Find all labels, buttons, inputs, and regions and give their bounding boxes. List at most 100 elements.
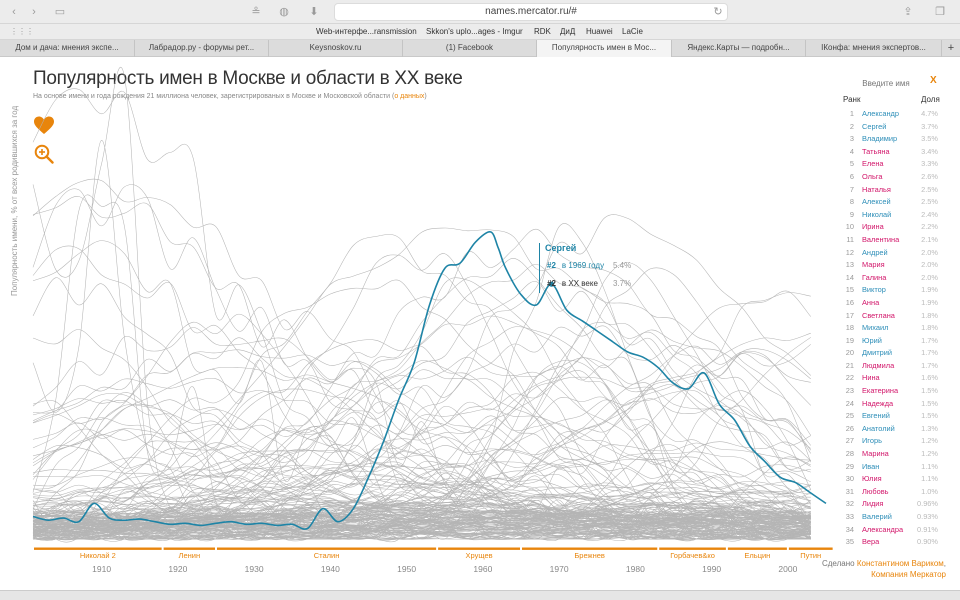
name-row[interactable]: 2 Сергей 3.7%	[840, 121, 940, 134]
extension-icon[interactable]: ≗	[251, 6, 261, 18]
download-icon[interactable]: ⬇	[309, 6, 319, 18]
name-label[interactable]: Анатолий	[862, 423, 895, 433]
name-row[interactable]: 7 Наталья 2.5%	[840, 184, 940, 197]
browser-tab[interactable]: IКонфа: мнения экспертов...	[806, 40, 942, 57]
name-row[interactable]: 29 Иван 1.1%	[840, 461, 940, 474]
name-label[interactable]: Ольга	[862, 171, 883, 181]
browser-tab[interactable]: Keysnoskov.ru	[269, 40, 403, 57]
name-label[interactable]: Светлана	[862, 310, 895, 320]
name-row[interactable]: 8 Алексей 2.5%	[840, 196, 940, 209]
name-row[interactable]: 20 Дмитрий 1.7%	[840, 347, 940, 360]
name-label[interactable]: Александра	[862, 524, 904, 534]
browser-tab[interactable]: Лабрадор.ру - форумы рет...	[135, 40, 269, 57]
name-row[interactable]: 35 Вера 0.90%	[840, 536, 940, 549]
ghostery-icon[interactable]: ◍	[279, 6, 289, 18]
name-label[interactable]: Андрей	[862, 247, 888, 257]
name-label[interactable]: Юрий	[862, 335, 882, 345]
name-row[interactable]: 17 Светлана 1.8%	[840, 310, 940, 323]
bookmark-item[interactable]: LaCie	[622, 27, 643, 36]
name-row[interactable]: 19 Юрий 1.7%	[840, 335, 940, 348]
author-link[interactable]: Константином Вариком	[856, 559, 944, 568]
name-row[interactable]: 13 Мария 2.0%	[840, 259, 940, 272]
name-row[interactable]: 5 Елена 3.3%	[840, 158, 940, 171]
zoom-in-icon[interactable]	[34, 144, 54, 164]
name-row[interactable]: 23 Екатерина 1.5%	[840, 385, 940, 398]
name-label[interactable]: Нина	[862, 373, 880, 383]
name-label[interactable]: Мария	[862, 260, 885, 270]
browser-tab-active[interactable]: Популярность имен в Мос...	[537, 40, 672, 57]
name-row[interactable]: 33 Валерий 0.93%	[840, 511, 940, 524]
name-label[interactable]: Валерий	[862, 512, 892, 521]
name-label[interactable]: Анна	[862, 297, 880, 307]
clear-search-button[interactable]: X	[930, 75, 937, 86]
name-label[interactable]: Игорь	[862, 436, 882, 446]
back-icon[interactable]: ‹	[12, 6, 16, 18]
name-row[interactable]: 18 Михаил 1.8%	[840, 322, 940, 335]
name-label[interactable]: Дмитрий	[862, 348, 892, 358]
bookmark-item[interactable]: ДиД	[560, 27, 576, 36]
heart-icon[interactable]	[34, 116, 54, 136]
name-label[interactable]: Николай	[862, 209, 892, 219]
name-row[interactable]: 1 Александр 4.7%	[840, 108, 940, 121]
name-label[interactable]: Иван	[862, 461, 880, 471]
name-row[interactable]: 3 Владимир 3.5%	[840, 133, 940, 146]
name-label[interactable]: Владимир	[862, 134, 898, 144]
bookmark-item[interactable]: Skkon's uplo...ages - Imgur	[426, 27, 523, 36]
name-label[interactable]: Юлия	[862, 474, 882, 484]
share-icon[interactable]: ⇪	[903, 6, 913, 18]
company-link[interactable]: Компания Меркатор	[871, 570, 946, 579]
name-search-input[interactable]	[838, 76, 934, 90]
name-row[interactable]: 25 Евгений 1.5%	[840, 410, 940, 423]
name-row[interactable]: 6 Ольга 2.6%	[840, 171, 940, 184]
name-label[interactable]: Любовь	[862, 486, 889, 496]
name-row[interactable]: 26 Анатолий 1.3%	[840, 423, 940, 436]
about-data-link[interactable]: о данных	[394, 93, 425, 100]
name-label[interactable]: Екатерина	[862, 386, 899, 396]
name-row[interactable]: 4 Татьяна 3.4%	[840, 146, 940, 159]
bookmark-item[interactable]: Huawei	[586, 27, 613, 36]
name-label[interactable]: Михаил	[862, 323, 889, 333]
name-row[interactable]: 14 Галина 2.0%	[840, 272, 940, 285]
name-label[interactable]: Елена	[862, 159, 884, 169]
name-row[interactable]: 16 Анна 1.9%	[840, 297, 940, 310]
name-label[interactable]: Людмила	[862, 360, 895, 370]
name-row[interactable]: 11 Валентина 2.1%	[840, 234, 940, 247]
tabs-overview-icon[interactable]: ❐	[935, 6, 945, 18]
name-label[interactable]: Галина	[862, 272, 887, 282]
name-label[interactable]: Наталья	[862, 184, 891, 194]
address-bar[interactable]: names.mercator.ru/#	[334, 3, 728, 21]
reload-icon[interactable]: ↻	[713, 6, 723, 18]
name-row[interactable]: 10 Ирина 2.2%	[840, 221, 940, 234]
bookmark-item[interactable]: RDK	[534, 27, 551, 36]
bookmark-item[interactable]: Web-интерфе...ransmission	[316, 27, 417, 36]
name-label[interactable]: Александр	[862, 109, 899, 118]
forward-icon[interactable]: ›	[32, 6, 36, 18]
name-label[interactable]: Евгений	[862, 411, 890, 421]
browser-tab[interactable]: (1) Facebook	[403, 40, 537, 57]
name-label[interactable]: Валентина	[862, 234, 900, 244]
name-row[interactable]: 24 Надежда 1.5%	[840, 398, 940, 411]
name-label[interactable]: Ирина	[862, 222, 884, 232]
name-label[interactable]: Сергей	[862, 121, 887, 131]
name-row[interactable]: 15 Виктор 1.9%	[840, 284, 940, 297]
name-row[interactable]: 31 Любовь 1.0%	[840, 486, 940, 499]
name-label[interactable]: Алексей	[862, 197, 891, 207]
name-row[interactable]: 12 Андрей 2.0%	[840, 247, 940, 260]
name-row[interactable]: 34 Александра 0.91%	[840, 524, 940, 537]
name-label[interactable]: Надежда	[862, 398, 894, 408]
name-row[interactable]: 22 Нина 1.6%	[840, 372, 940, 385]
name-label[interactable]: Вера	[862, 537, 880, 547]
name-label[interactable]: Лидия	[862, 499, 884, 509]
new-tab-button[interactable]: +	[947, 42, 955, 54]
name-row[interactable]: 21 Людмила 1.7%	[840, 360, 940, 373]
browser-tab[interactable]: Дом и дача: мнения экспе...	[0, 40, 135, 57]
apps-grid-icon[interactable]: ⋮⋮⋮	[10, 27, 34, 36]
name-row[interactable]: 27 Игорь 1.2%	[840, 435, 940, 448]
browser-tab[interactable]: Яндекс.Карты — подробн...	[672, 40, 806, 57]
name-label[interactable]: Виктор	[862, 285, 886, 295]
name-row[interactable]: 30 Юлия 1.1%	[840, 473, 940, 486]
sidebar-icon[interactable]: ▭	[54, 6, 66, 18]
name-label[interactable]: Марина	[862, 449, 889, 459]
name-row[interactable]: 32 Лидия 0.96%	[840, 498, 940, 511]
